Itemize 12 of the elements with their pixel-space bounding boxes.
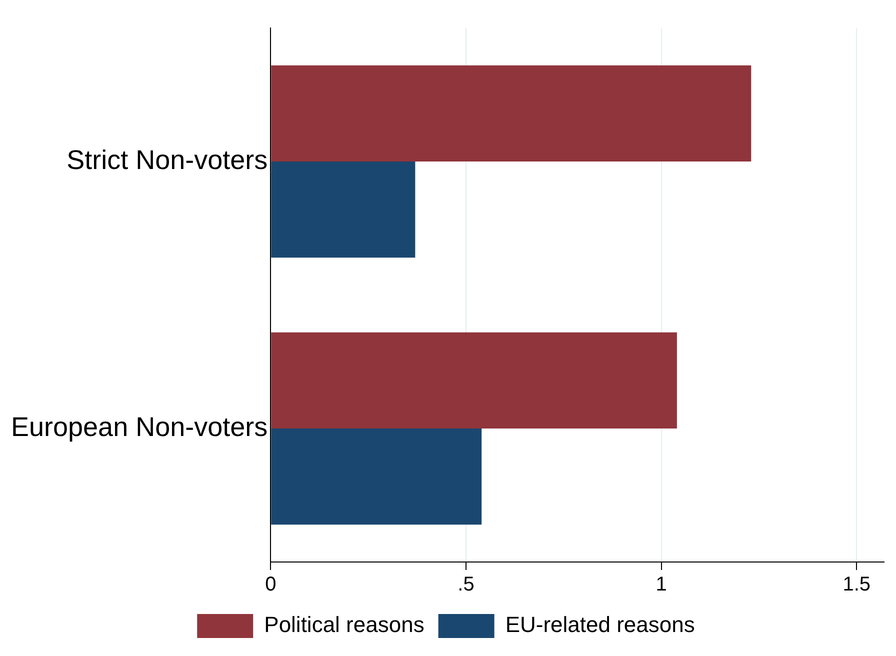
- legend-label: EU-related reasons: [505, 612, 695, 638]
- x-tick-label: 0: [265, 574, 276, 596]
- bar: [271, 65, 752, 162]
- bar: [271, 332, 677, 428]
- y-tick-label: Strict Non-voters: [66, 144, 268, 175]
- x-tick-label: 1: [656, 574, 667, 596]
- legend-label: Political reasons: [264, 612, 424, 638]
- y-tick-label: European Non-voters: [10, 412, 268, 442]
- bar: [271, 428, 482, 525]
- bar: [271, 162, 416, 258]
- x-tick-label: 1.5: [842, 574, 871, 596]
- x-tick-label: .5: [458, 574, 474, 596]
